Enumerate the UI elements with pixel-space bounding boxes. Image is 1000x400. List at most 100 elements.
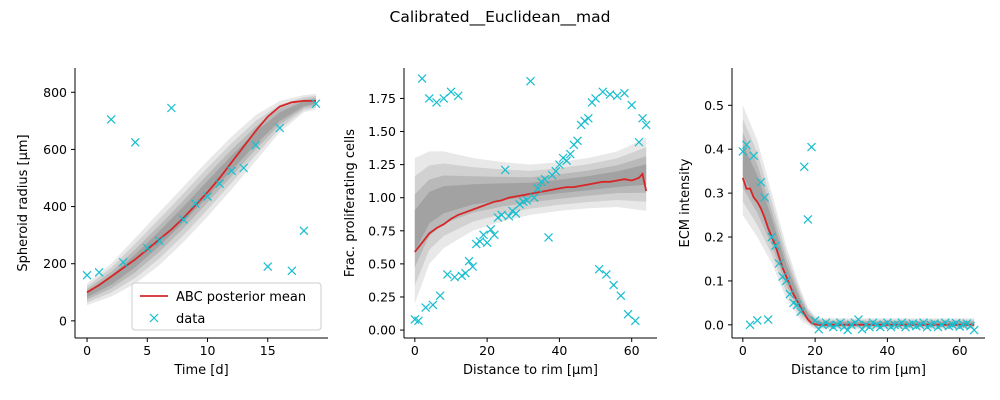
x-tick-label: 0: [83, 343, 91, 358]
data-point: [227, 166, 237, 176]
legend-mean-label: ABC posterior mean: [176, 290, 306, 305]
posterior-band-0: [414, 138, 647, 304]
data-point: [760, 193, 769, 202]
y-tick-label: 0.0: [704, 317, 724, 332]
posterior-band-0: [742, 105, 975, 330]
data-point: [785, 289, 795, 299]
x-tick-label: 60: [952, 343, 968, 358]
data-point: [562, 156, 572, 166]
y-tick-label: 0.2: [704, 230, 724, 245]
data-point: [106, 115, 116, 124]
data-point: [287, 266, 297, 276]
data-point: [752, 316, 762, 325]
data-point: [299, 226, 309, 236]
data-point: [598, 87, 608, 97]
panel-ecm-intensity: 0 20 40 60 0.0 0.1 0.2 0.3 0.4 0.5 Distance to rim…: [678, 68, 985, 378]
y-tick-label: 1.00: [368, 190, 396, 205]
x-tick-label: 60: [624, 343, 640, 358]
data-markers: [410, 74, 651, 326]
data-point: [522, 195, 532, 205]
data-point: [428, 300, 438, 310]
data-point: [504, 211, 514, 221]
data-point: [468, 262, 478, 271]
x-tick-label: 10: [200, 343, 216, 358]
data-point: [583, 113, 593, 123]
data-point: [511, 209, 521, 219]
data-point: [442, 270, 452, 279]
x-axis-label: Distance to rim [μm]: [463, 363, 598, 378]
legend-x-marker: [149, 313, 159, 323]
data-point: [774, 258, 784, 268]
data-point: [623, 309, 633, 319]
data-point: [453, 91, 463, 101]
y-tick-label: 0.75: [368, 223, 396, 238]
data-point: [742, 140, 751, 150]
x-tick-label: 40: [551, 343, 567, 358]
data-point: [493, 213, 503, 222]
data-point: [500, 165, 510, 175]
x-tick-label: 20: [807, 343, 823, 358]
x-tick-label: 0: [739, 343, 747, 358]
data-point: [796, 307, 806, 317]
data-point: [439, 94, 449, 103]
y-axis-label: ECM intensity: [678, 158, 693, 247]
data-point: [154, 236, 164, 246]
data-point: [792, 300, 802, 310]
legend-frame: [131, 282, 322, 331]
y-tick-label: 1.50: [368, 124, 396, 139]
data-point: [630, 316, 640, 326]
plot-area: [414, 138, 648, 304]
x-axis-label: Distance to rim [μm]: [791, 363, 926, 378]
data-point: [638, 113, 647, 123]
data-point: [616, 291, 626, 301]
y-axis-label: Spheroid radius [μm]: [16, 134, 31, 271]
data-markers: [82, 99, 321, 280]
data-point: [763, 315, 773, 324]
data-point: [533, 184, 543, 193]
data-point: [414, 316, 423, 326]
data-point: [969, 325, 979, 335]
y-tick-label: 0.1: [704, 273, 724, 288]
y-tick-label: 800: [43, 85, 67, 100]
data-point: [854, 315, 863, 324]
data-point: [424, 94, 434, 103]
x-tick-label: 0: [411, 343, 419, 358]
data-point: [962, 319, 972, 328]
data-point: [482, 238, 492, 248]
data-point: [745, 320, 755, 330]
data-point: [94, 267, 104, 277]
data-point: [450, 272, 460, 282]
x-tick-label: 40: [879, 343, 895, 358]
data-point: [594, 264, 604, 274]
y-tick-label: 400: [43, 199, 67, 214]
data-point: [605, 90, 615, 99]
data-point: [489, 230, 499, 240]
data-point: [756, 177, 766, 187]
y-tick-label: 0.50: [368, 256, 396, 271]
plot-area: [741, 105, 975, 330]
mean-line: [741, 177, 975, 326]
data-point: [191, 199, 200, 209]
data-point: [179, 215, 188, 224]
y-tick-label: 1.75: [368, 91, 396, 106]
data-point: [908, 319, 918, 328]
data-point: [544, 232, 553, 242]
data-point: [497, 210, 507, 220]
y-tick-label: 200: [43, 256, 67, 271]
data-point: [620, 88, 629, 98]
data-point: [803, 215, 813, 224]
data-point: [515, 199, 525, 209]
data-point: [770, 241, 780, 251]
data-point: [130, 137, 140, 147]
x-axis-label: Time [d]: [173, 363, 228, 378]
data-point: [612, 91, 622, 101]
data-point: [749, 151, 759, 161]
data-point: [421, 303, 431, 312]
data-point: [203, 192, 212, 201]
data-point: [799, 162, 809, 172]
data-point: [435, 291, 445, 301]
data-point: [82, 270, 92, 280]
data-point: [479, 230, 488, 240]
data-point: [843, 325, 853, 335]
